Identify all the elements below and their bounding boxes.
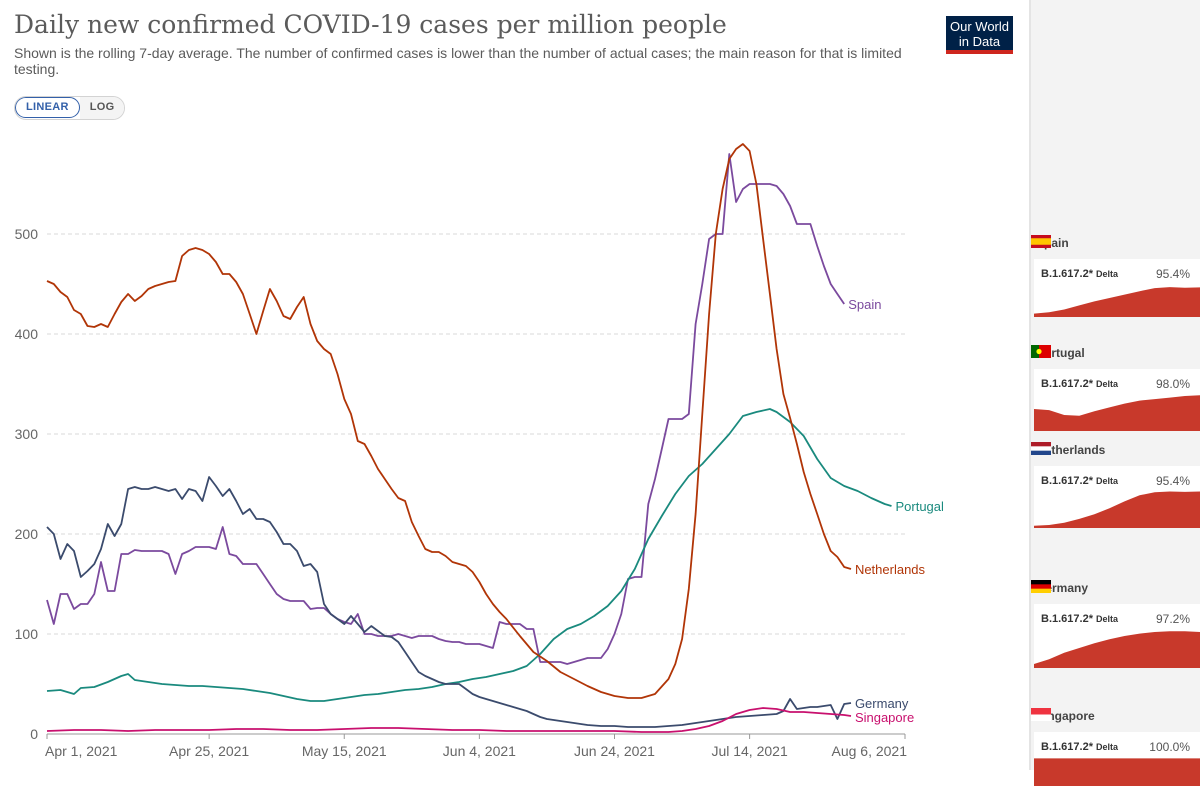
- variant-sidebar: Spain B.1.617.2* Delta 95.4% Portugal B.1.61…: [1031, 0, 1200, 786]
- series-label-netherlands: Netherlands: [855, 562, 926, 577]
- series-label-germany: Germany: [855, 696, 909, 711]
- series-label-singapore: Singapore: [855, 710, 914, 725]
- variant-area-fill: [1034, 491, 1200, 528]
- variant-card-portugal[interactable]: Portugal B.1.617.2* Delta 98.0%: [1031, 343, 1200, 433]
- scale-toggle: LINEAR LOG: [14, 96, 126, 120]
- variant-card-singapore[interactable]: Singapore B.1.617.2* Delta 100.0%: [1031, 706, 1200, 788]
- card-body: B.1.617.2* Delta 95.4%: [1034, 259, 1200, 317]
- variant-card-germany[interactable]: Germany B.1.617.2* Delta 97.2%: [1031, 578, 1200, 670]
- line-chart[interactable]: 0 100 200 300 400 500 Apr 1, 2021 Apr 25, 2021 M…: [0, 0, 1028, 770]
- variant-area-fill: [1034, 758, 1200, 786]
- variant-share: 97.2%: [1155, 612, 1190, 626]
- y-tick-label: 400: [15, 326, 39, 342]
- series-line-spain: [46, 153, 845, 665]
- card-body: B.1.617.2* Delta 97.2%: [1034, 604, 1200, 668]
- variant-card-netherlands[interactable]: Netherlands B.1.617.2* Delta 95.4%: [1031, 440, 1200, 530]
- x-tick-label: Jun 24, 2021: [574, 743, 655, 759]
- variant-area-fill: [1034, 631, 1200, 668]
- variant-area-fill: [1034, 395, 1200, 431]
- variant-share-area: [1034, 491, 1200, 528]
- card-body: B.1.617.2* Delta 100.0%: [1034, 732, 1200, 786]
- variant-share-area: [1034, 631, 1200, 668]
- linear-scale-button[interactable]: LINEAR: [15, 97, 80, 118]
- card-body: B.1.617.2* Delta 98.0%: [1034, 369, 1200, 431]
- series-label-spain: Spain: [848, 297, 881, 312]
- x-tick-label: Jun 4, 2021: [443, 743, 516, 759]
- variant-share-area: [1034, 758, 1200, 786]
- chart-subtitle: Shown is the rolling 7-day average. The …: [14, 45, 902, 77]
- series-line-portugal: [46, 408, 892, 702]
- chart-title: Daily new confirmed COVID-19 cases per m…: [14, 10, 727, 39]
- y-tick-label: 300: [15, 426, 39, 442]
- variant-share-area: [1034, 287, 1200, 317]
- x-tick-label: Apr 25, 2021: [169, 743, 249, 759]
- variant-area-fill: [1034, 287, 1200, 317]
- variant-share: 100.0%: [1149, 740, 1190, 754]
- series-line-germany: [46, 476, 852, 728]
- logo-line-2: in Data: [958, 34, 1001, 49]
- card-country: Netherlands: [1036, 443, 1106, 457]
- x-tick-label: Jul 14, 2021: [711, 743, 787, 759]
- chart-panel: Daily new confirmed COVID-19 cases per m…: [0, 0, 1028, 770]
- spain-flag-icon: [1031, 235, 1051, 248]
- y-tick-label: 0: [30, 726, 38, 742]
- panel-divider: [1029, 0, 1031, 770]
- series-line-singapore: [46, 707, 852, 733]
- y-tick-label: 100: [15, 626, 39, 642]
- y-tick-label: 500: [15, 226, 39, 242]
- log-scale-button[interactable]: LOG: [79, 97, 125, 119]
- variant-card-spain[interactable]: Spain B.1.617.2* Delta 95.4%: [1031, 233, 1200, 319]
- x-tick-label: May 15, 2021: [302, 743, 387, 759]
- germany-flag-icon: [1031, 580, 1051, 593]
- variant-name: B.1.617.2* Delta: [1041, 613, 1119, 625]
- variant-name: B.1.617.2* Delta: [1041, 475, 1119, 487]
- owid-logo[interactable]: Our World in Data: [946, 16, 1013, 54]
- variant-share: 98.0%: [1155, 377, 1190, 391]
- portugal-flag-icon: [1031, 345, 1051, 358]
- series-line-netherlands: [46, 143, 852, 699]
- netherlands-flag-icon: [1031, 442, 1051, 455]
- logo-line-1: Our World: [950, 19, 1009, 34]
- series-label-portugal: Portugal: [895, 499, 944, 514]
- variant-share-area: [1034, 395, 1200, 431]
- variant-name: B.1.617.2* Delta: [1041, 741, 1119, 753]
- card-body: B.1.617.2* Delta 95.4%: [1034, 466, 1200, 528]
- variant-name: B.1.617.2* Delta: [1041, 378, 1119, 390]
- variant-share: 95.4%: [1155, 267, 1190, 281]
- variant-share: 95.4%: [1155, 474, 1190, 488]
- x-tick-label: Apr 1, 2021: [45, 743, 118, 759]
- singapore-flag-icon: [1031, 708, 1051, 721]
- x-tick-label: Aug 6, 2021: [831, 743, 907, 759]
- y-tick-label: 200: [15, 526, 39, 542]
- variant-name: B.1.617.2* Delta: [1041, 268, 1119, 280]
